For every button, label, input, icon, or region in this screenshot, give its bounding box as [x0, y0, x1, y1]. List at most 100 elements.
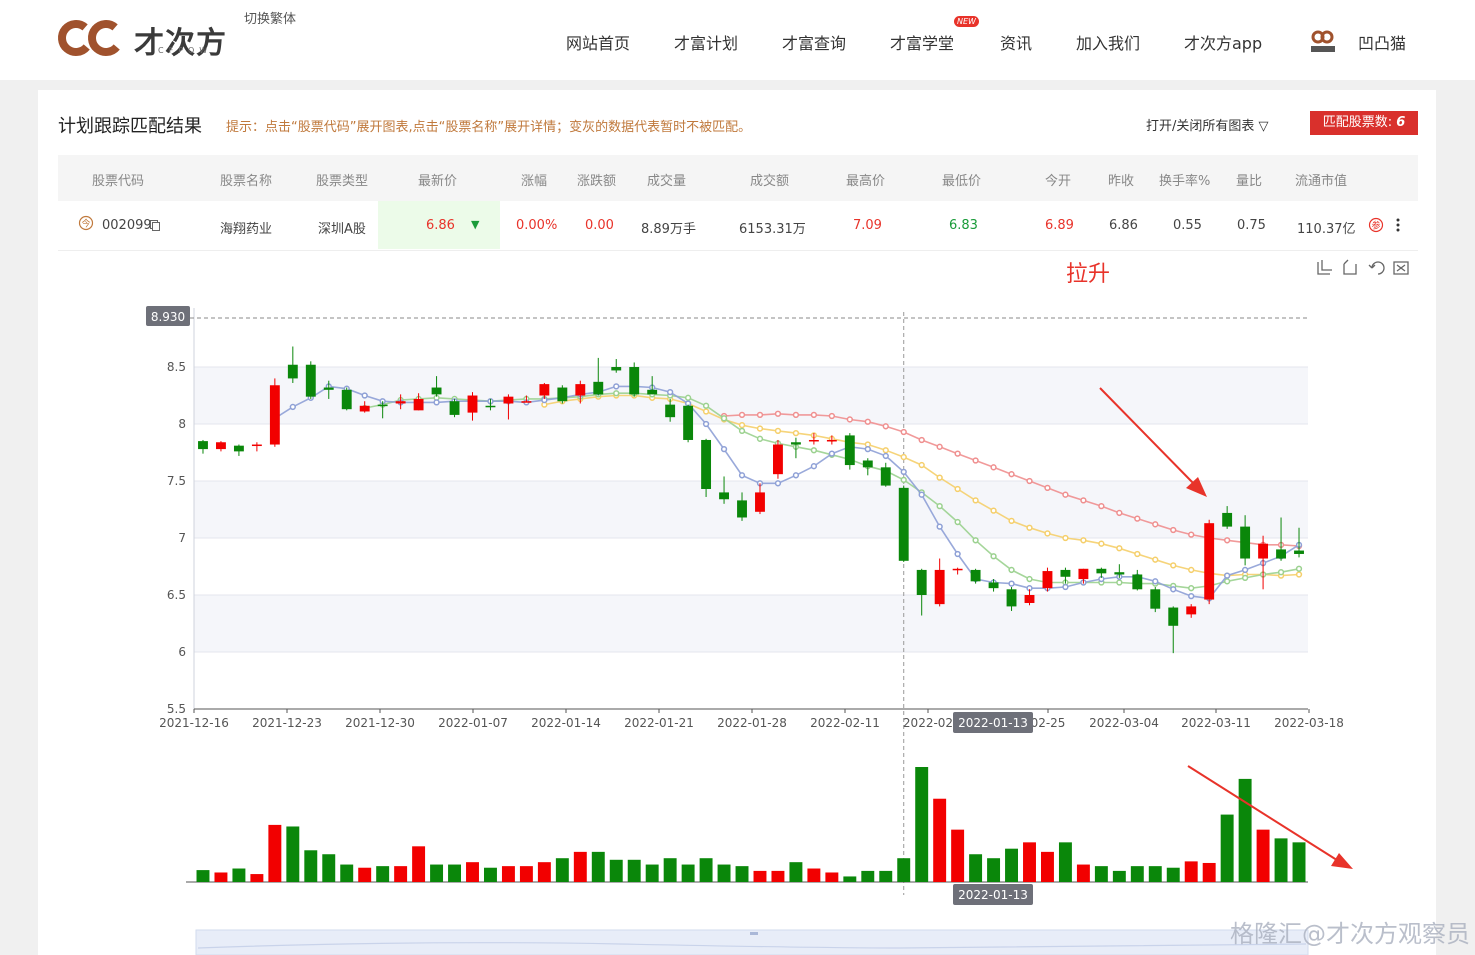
candle[interactable]	[1186, 606, 1197, 615]
volume-bar[interactable]	[250, 874, 264, 882]
candle[interactable]	[1132, 574, 1143, 590]
candle[interactable]	[593, 381, 604, 395]
candle[interactable]	[862, 460, 873, 468]
th-open[interactable]: 今开	[1045, 174, 1072, 189]
th-change-pct[interactable]: 涨幅	[521, 174, 548, 189]
candle[interactable]	[323, 387, 334, 390]
volume-bar[interactable]	[268, 824, 282, 882]
volume-bar[interactable]	[573, 851, 587, 882]
traditional-switch-link[interactable]: 切换繁体	[244, 12, 297, 27]
nav-school[interactable]: 才富学堂	[890, 34, 955, 53]
volume-bar[interactable]	[933, 798, 947, 882]
candle[interactable]	[683, 405, 694, 440]
candle[interactable]	[305, 364, 316, 397]
candle[interactable]	[233, 445, 244, 452]
candle[interactable]	[826, 439, 837, 442]
volume-bar[interactable]	[1094, 866, 1108, 882]
candle[interactable]	[377, 404, 388, 407]
volume-bar[interactable]	[430, 864, 444, 882]
candle[interactable]	[1042, 571, 1053, 589]
volume-bar[interactable]	[1274, 838, 1288, 882]
volume-bar[interactable]	[861, 870, 875, 882]
candle[interactable]	[1114, 572, 1125, 575]
th-price[interactable]: 最新价	[418, 174, 458, 189]
volume-bar[interactable]	[394, 866, 408, 882]
volume-bar[interactable]	[663, 858, 677, 882]
candle[interactable]	[880, 467, 891, 486]
user-name[interactable]: 凹凸猫	[1358, 34, 1407, 53]
volume-bar[interactable]	[340, 864, 354, 882]
candle[interactable]	[198, 441, 208, 450]
th-name[interactable]: 股票名称	[220, 174, 273, 189]
volume-bar[interactable]	[304, 850, 318, 882]
volume-bar[interactable]	[412, 846, 426, 882]
candle[interactable]	[952, 568, 963, 571]
candle[interactable]	[359, 405, 370, 412]
candle[interactable]	[251, 444, 262, 447]
volume-bar[interactable]	[627, 859, 641, 882]
user-avatar-icon[interactable]	[1308, 28, 1338, 56]
volume-bar[interactable]	[645, 864, 659, 882]
candle[interactable]	[934, 569, 945, 605]
volume-bar[interactable]	[483, 867, 497, 882]
candle[interactable]	[629, 367, 640, 395]
th-amount[interactable]: 成交额	[750, 174, 790, 189]
volume-bar[interactable]	[376, 866, 390, 882]
nav-query[interactable]: 才富查询	[782, 34, 847, 53]
candle[interactable]	[1222, 512, 1233, 527]
site-logo-icon[interactable]	[56, 16, 236, 60]
volume-bar[interactable]	[1292, 842, 1306, 882]
volume-bar[interactable]	[519, 866, 533, 882]
candle[interactable]	[1078, 568, 1089, 580]
volume-bar[interactable]	[286, 826, 300, 882]
candle[interactable]	[665, 404, 676, 418]
volume-bar[interactable]	[1220, 814, 1234, 882]
candle[interactable]	[395, 401, 406, 404]
th-high[interactable]: 最高价	[846, 174, 886, 189]
candle[interactable]	[1240, 526, 1251, 559]
more-menu-icon[interactable]	[1395, 218, 1401, 232]
volume-bar[interactable]	[825, 872, 839, 882]
zoom-icon[interactable]	[1317, 260, 1332, 275]
table-row[interactable]: 今 002099 海翔药业 深圳A股 6.86 ▼ 0.00% 0.00 8.8…	[58, 201, 1418, 251]
candle[interactable]	[737, 500, 747, 518]
th-volume[interactable]: 成交量	[647, 174, 687, 189]
zoom-reset-icon[interactable]	[1343, 259, 1357, 275]
th-market-cap[interactable]: 流通市值	[1295, 174, 1348, 189]
candle[interactable]	[611, 367, 622, 371]
stock-name-link[interactable]: 海翔药业	[220, 222, 273, 237]
candle[interactable]	[755, 492, 765, 512]
volume-bar[interactable]	[1005, 848, 1019, 882]
volume-bar[interactable]	[448, 864, 462, 882]
volume-bar[interactable]	[987, 858, 1001, 882]
volume-bar[interactable]	[915, 767, 929, 882]
candle[interactable]	[341, 389, 352, 410]
candle[interactable]	[898, 487, 909, 561]
volume-bar[interactable]	[879, 870, 893, 882]
volume-bar[interactable]	[196, 870, 210, 882]
candle[interactable]	[1276, 549, 1286, 559]
volume-bar[interactable]	[843, 876, 857, 882]
candle[interactable]	[988, 582, 999, 589]
th-change-amt[interactable]: 涨跌额	[577, 174, 617, 189]
nav-plan[interactable]: 才富计划	[674, 34, 739, 53]
th-low[interactable]: 最低价	[942, 174, 982, 189]
today-icon[interactable]: 今	[78, 215, 94, 231]
candle[interactable]	[1096, 568, 1107, 574]
nav-join[interactable]: 加入我们	[1076, 34, 1141, 53]
volume-bar[interactable]	[951, 829, 965, 882]
candle[interactable]	[647, 389, 658, 395]
volume-bar[interactable]	[591, 851, 605, 882]
candle[interactable]	[413, 398, 424, 411]
th-vol-ratio[interactable]: 量比	[1236, 174, 1263, 189]
candle[interactable]	[449, 401, 460, 415]
stock-code-link[interactable]: 002099	[102, 218, 152, 233]
candle[interactable]	[485, 405, 496, 408]
detail-icon[interactable]: 参	[1368, 217, 1384, 233]
volume-bar[interactable]	[717, 864, 731, 882]
volume-bar[interactable]	[753, 870, 767, 882]
volume-bar[interactable]	[1238, 778, 1252, 882]
th-turnover[interactable]: 换手率%	[1159, 174, 1211, 189]
volume-bar[interactable]	[1256, 829, 1270, 882]
volume-bar[interactable]	[969, 854, 983, 882]
